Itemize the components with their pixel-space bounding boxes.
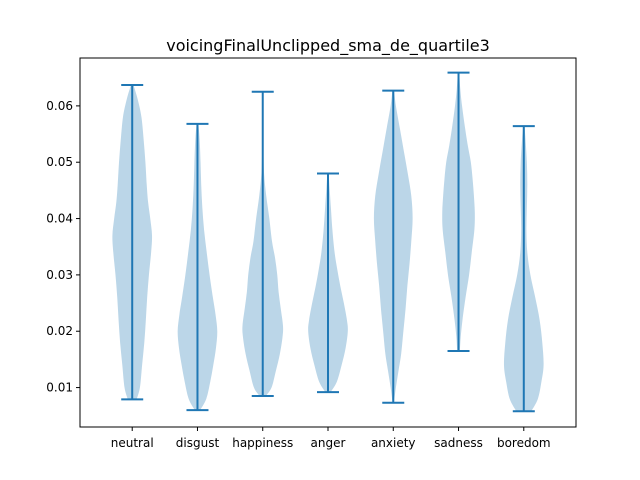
x-tick-label-anger: anger (311, 436, 346, 450)
y-tick-label: 0.05 (46, 155, 73, 169)
y-tick-label: 0.03 (46, 268, 73, 282)
y-tick-label: 0.02 (46, 324, 73, 338)
x-tick-label-disgust: disgust (176, 436, 220, 450)
violin-anxiety (373, 89, 413, 404)
violin-boredom (503, 125, 544, 413)
x-axis: neutral disgust happiness anger anxiety sadne… (111, 427, 551, 450)
y-tick-label: 0.04 (46, 212, 73, 226)
x-tick-label-neutral: neutral (111, 436, 154, 450)
violin-anger (308, 172, 348, 394)
violins (112, 71, 544, 413)
x-tick-label-boredom: boredom (497, 436, 551, 450)
y-tick-label: 0.01 (46, 381, 73, 395)
violin-disgust (177, 122, 218, 412)
violin-neutral (112, 84, 153, 401)
violin-happiness (242, 90, 284, 398)
x-tick-label-happiness: happiness (232, 436, 293, 450)
y-tick-label: 0.06 (46, 99, 73, 113)
x-tick-label-sadness: sadness (434, 436, 483, 450)
x-tick-label-anxiety: anxiety (371, 436, 416, 450)
y-axis: 0.01 0.02 0.03 0.04 0.05 0.06 (46, 99, 80, 395)
axes-frame (79, 57, 577, 428)
violin-sadness (442, 71, 475, 352)
chart-title: voicingFinalUnclipped_sma_de_quartile3 (166, 36, 490, 56)
